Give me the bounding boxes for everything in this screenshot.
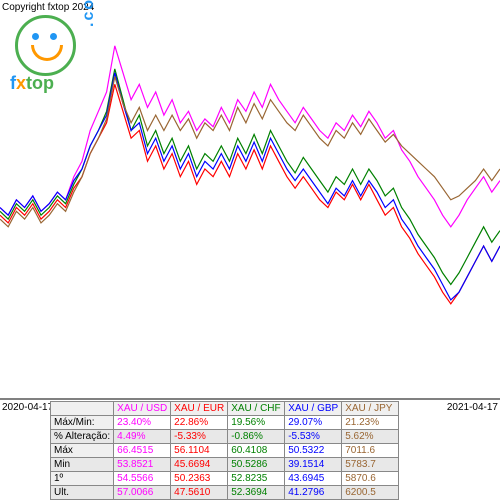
col-header: XAU / CHF [228,402,285,416]
currency-chart [0,15,500,400]
table-cell: 4.49% [114,430,171,444]
table-cell: 29.07% [285,416,342,430]
table-cell: 23.40% [114,416,171,430]
col-header: XAU / EUR [171,402,228,416]
table-cell: 5783.7 [342,458,399,472]
table-cell: 57.0066 [114,486,171,500]
x-axis-start: 2020-04-17 [2,402,53,413]
table-cell: -5.33% [171,430,228,444]
stats-table: XAU / USDXAU / EURXAU / CHFXAU / GBPXAU … [50,401,399,500]
table-cell: 50.2363 [171,472,228,486]
table-cell: 54.5566 [114,472,171,486]
table-cell: -5.53% [285,430,342,444]
row-label: 1º [51,472,114,486]
table-cell: -0.86% [228,430,285,444]
table-cell: 52.3694 [228,486,285,500]
table-cell: 53.8521 [114,458,171,472]
table-cell: 56.1104 [171,444,228,458]
row-label: % Alteração: [51,430,114,444]
table-cell: 66.4515 [114,444,171,458]
table-cell: 47.5610 [171,486,228,500]
row-label: Máx [51,444,114,458]
row-label: Min [51,458,114,472]
table-cell: 7011.6 [342,444,399,458]
col-header: XAU / GBP [285,402,342,416]
table-cell: 5.62% [342,430,399,444]
table-cell: 6200.5 [342,486,399,500]
col-header: XAU / JPY [342,402,399,416]
table-cell: 45.6694 [171,458,228,472]
table-cell: 50.5286 [228,458,285,472]
table-cell: 5870.6 [342,472,399,486]
table-cell: 52.8235 [228,472,285,486]
table-cell: 41.2796 [285,486,342,500]
table-cell: 50.5322 [285,444,342,458]
table-cell: 21.23% [342,416,399,430]
x-axis-end: 2021-04-17 [447,402,498,413]
row-label: Ult. [51,486,114,500]
row-label: Máx/Min: [51,416,114,430]
col-header: XAU / USD [114,402,171,416]
table-cell: 39.1514 [285,458,342,472]
table-cell: 22.86% [171,416,228,430]
table-cell: 43.6945 [285,472,342,486]
table-cell: 60.4108 [228,444,285,458]
table-cell: 19.56% [228,416,285,430]
